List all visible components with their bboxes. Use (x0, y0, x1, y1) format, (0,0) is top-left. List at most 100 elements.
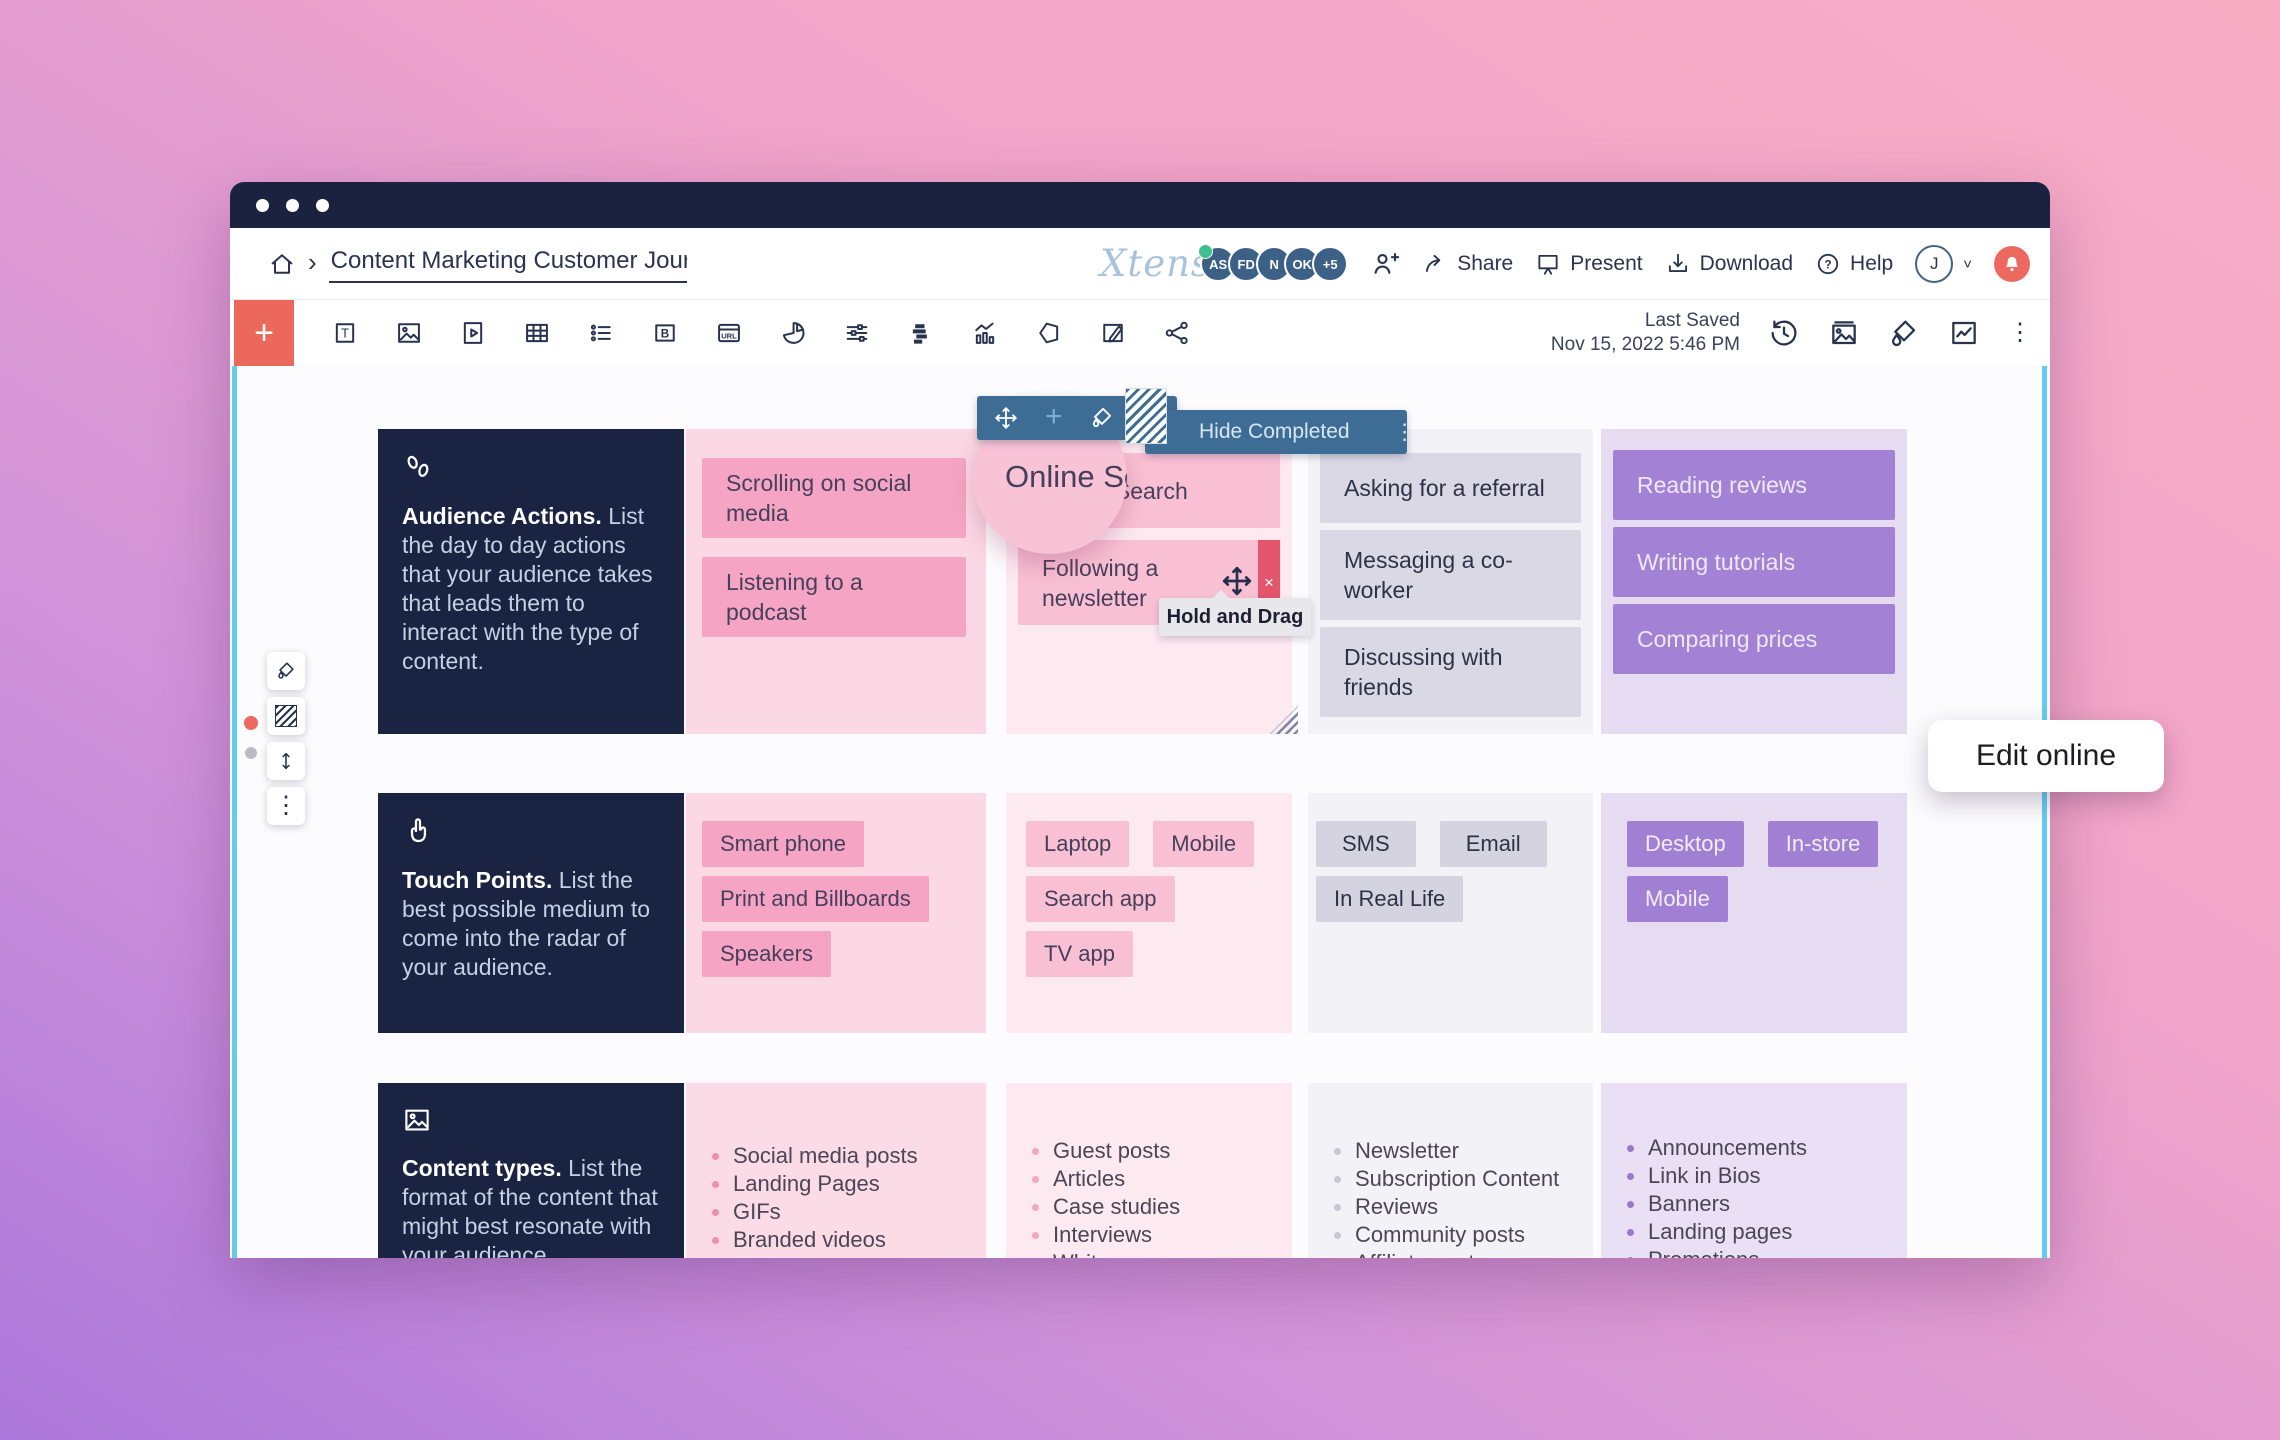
pattern-button[interactable] (267, 697, 305, 735)
list-item[interactable]: Guest posts (1032, 1137, 1292, 1165)
sticky-note[interactable]: Listening to a podcast (702, 557, 966, 637)
sticky-note[interactable]: Asking for a referral (1320, 453, 1581, 523)
section-header-audience-actions[interactable]: Audience Actions. List the day to day ac… (378, 429, 684, 734)
tag-chip[interactable]: Mobile (1627, 876, 1728, 922)
column-2[interactable]: Guest posts Articles Case studies Interv… (1006, 1083, 1292, 1258)
user-menu-chevron-icon[interactable]: ˅ (1963, 255, 1972, 273)
list-item[interactable]: Subscription Content (1334, 1165, 1593, 1193)
list-item[interactable]: Link in Bios (1627, 1162, 1907, 1190)
list-item[interactable]: Affiliate posts (1334, 1249, 1593, 1258)
list-item[interactable]: Social media posts (712, 1142, 986, 1170)
list-item[interactable]: Community posts (1334, 1221, 1593, 1249)
add-item-icon[interactable]: + (1045, 399, 1063, 433)
section-header-content-types[interactable]: Content types. List the format of the co… (378, 1083, 684, 1258)
module-more-button[interactable]: ⋮ (267, 787, 305, 825)
column-1[interactable]: Scrolling on social media Following a ne… (686, 429, 986, 734)
column-3[interactable]: SMS Email In Real Life (1308, 793, 1593, 1033)
pattern-swatch-icon[interactable] (1125, 388, 1167, 444)
tag-chip[interactable]: Search app (1026, 876, 1175, 922)
button-tool-icon[interactable]: B (650, 318, 680, 348)
tag-chip[interactable]: In Real Life (1316, 876, 1464, 922)
shape-tool-icon[interactable] (1034, 318, 1064, 348)
tag-chip[interactable]: Smart phone (702, 821, 864, 867)
sticky-note[interactable]: Comparing prices (1613, 604, 1895, 674)
notifications-button[interactable] (1994, 246, 2030, 282)
sticky-note[interactable]: Reading reviews (1613, 450, 1895, 520)
resize-vertical-button[interactable] (267, 742, 305, 780)
url-embed-tool-icon[interactable]: URL (714, 318, 744, 348)
list-item[interactable]: Playlists (712, 1254, 986, 1258)
column-1[interactable]: Smart phone Print and Billboards Speaker… (686, 793, 986, 1033)
sliders-tool-icon[interactable] (842, 318, 872, 348)
column-3[interactable]: Asking for a referral Messaging a co-wor… (1308, 429, 1593, 734)
column-2[interactable]: Laptop Mobile Search app TV app (1006, 793, 1292, 1033)
section-touch-points[interactable]: Touch Points. List the best possible med… (378, 793, 1907, 1033)
list-item[interactable]: Branded videos (712, 1226, 986, 1254)
add-person-icon[interactable] (1370, 249, 1400, 279)
selection-more-icon[interactable]: ⋮ (1393, 419, 1416, 444)
list-item[interactable]: Banners (1627, 1190, 1907, 1218)
share-button[interactable]: Share (1422, 251, 1513, 277)
edit-online-button[interactable]: Edit online (1928, 720, 2164, 792)
column-4[interactable]: Desktop In-store Mobile (1601, 793, 1907, 1033)
list-item[interactable]: Landing Pages (712, 1170, 986, 1198)
video-tool-icon[interactable] (458, 318, 488, 348)
column-3[interactable]: Newsletter Subscription Content Reviews … (1308, 1083, 1593, 1258)
tag-chip[interactable]: Email (1439, 821, 1547, 867)
avatar-overflow[interactable]: +5 (1312, 246, 1349, 282)
list-item[interactable]: GIFs (712, 1198, 986, 1226)
window-control-maximize[interactable] (316, 198, 329, 212)
avatar[interactable]: FD (1228, 246, 1265, 282)
tag-chip[interactable]: Mobile (1153, 821, 1255, 867)
tag-chip[interactable]: Laptop (1026, 821, 1130, 867)
window-control-close[interactable] (256, 198, 269, 212)
column-1[interactable]: Social media posts Landing Pages GIFs Br… (686, 1083, 986, 1258)
home-icon[interactable] (268, 250, 296, 278)
paint-bucket-icon[interactable] (1089, 405, 1115, 431)
paint-style-button[interactable] (267, 652, 305, 690)
user-avatar[interactable]: J (1915, 245, 1954, 283)
list-item[interactable]: Announcements (1627, 1134, 1907, 1162)
section-audience-actions[interactable]: Audience Actions. List the day to day ac… (378, 429, 1907, 734)
help-button[interactable]: ? Help (1815, 251, 1893, 277)
document-canvas[interactable]: Audience Actions. List the day to day ac… (230, 366, 2050, 1258)
sticky-note[interactable]: Messaging a co-worker (1320, 530, 1581, 620)
list-item[interactable]: Landing pages (1627, 1218, 1907, 1246)
list-item[interactable]: Articles (1032, 1165, 1292, 1193)
list-item[interactable]: White papers (1032, 1249, 1292, 1258)
image-tool-icon[interactable] (394, 318, 424, 348)
table-tool-icon[interactable] (522, 318, 552, 348)
bar-rows-tool-icon[interactable] (906, 318, 936, 348)
column-4[interactable]: Reading reviews Writing tutorials Compar… (1601, 429, 1907, 734)
tag-chip[interactable]: Print and Billboards (702, 876, 929, 922)
sticky-note[interactable]: Scrolling on social media (702, 458, 966, 538)
tag-chip[interactable]: Desktop (1627, 821, 1744, 867)
window-control-minimize[interactable] (286, 198, 299, 212)
section-content-types[interactable]: Content types. List the format of the co… (378, 1083, 1907, 1258)
section-header-touch-points[interactable]: Touch Points. List the best possible med… (378, 793, 684, 1033)
list-tool-icon[interactable] (586, 318, 616, 348)
paint-style-icon[interactable] (1888, 317, 1920, 349)
tag-chip[interactable]: In-store (1767, 821, 1879, 867)
list-item[interactable]: Case studies (1032, 1193, 1292, 1221)
more-options-icon[interactable]: ⋮ (2008, 319, 2032, 346)
stats-chart-tool-icon[interactable] (970, 318, 1000, 348)
list-item[interactable]: Reviews (1334, 1193, 1593, 1221)
tag-chip[interactable]: TV app (1026, 931, 1133, 977)
present-button[interactable]: Present (1535, 251, 1643, 277)
list-item[interactable]: Newsletter (1334, 1137, 1593, 1165)
tag-chip[interactable]: SMS (1316, 821, 1416, 867)
version-history-icon[interactable] (1768, 317, 1800, 349)
move-icon[interactable] (993, 405, 1019, 431)
download-button[interactable]: Download (1665, 251, 1793, 277)
list-item[interactable]: Interviews (1032, 1221, 1292, 1249)
document-title-input[interactable]: Content Marketing Customer Journ (328, 245, 687, 283)
share-nodes-tool-icon[interactable] (1162, 318, 1192, 348)
form-tool-icon[interactable] (1098, 318, 1128, 348)
sticky-note[interactable]: Writing tutorials (1613, 527, 1895, 597)
tag-chip[interactable]: Speakers (702, 931, 831, 977)
sticky-note[interactable]: Discussing with friends (1320, 627, 1581, 717)
hide-completed-button[interactable]: Hide Completed (1199, 420, 1350, 443)
image-gallery-icon[interactable] (1828, 317, 1860, 349)
analytics-icon[interactable] (1948, 317, 1980, 349)
